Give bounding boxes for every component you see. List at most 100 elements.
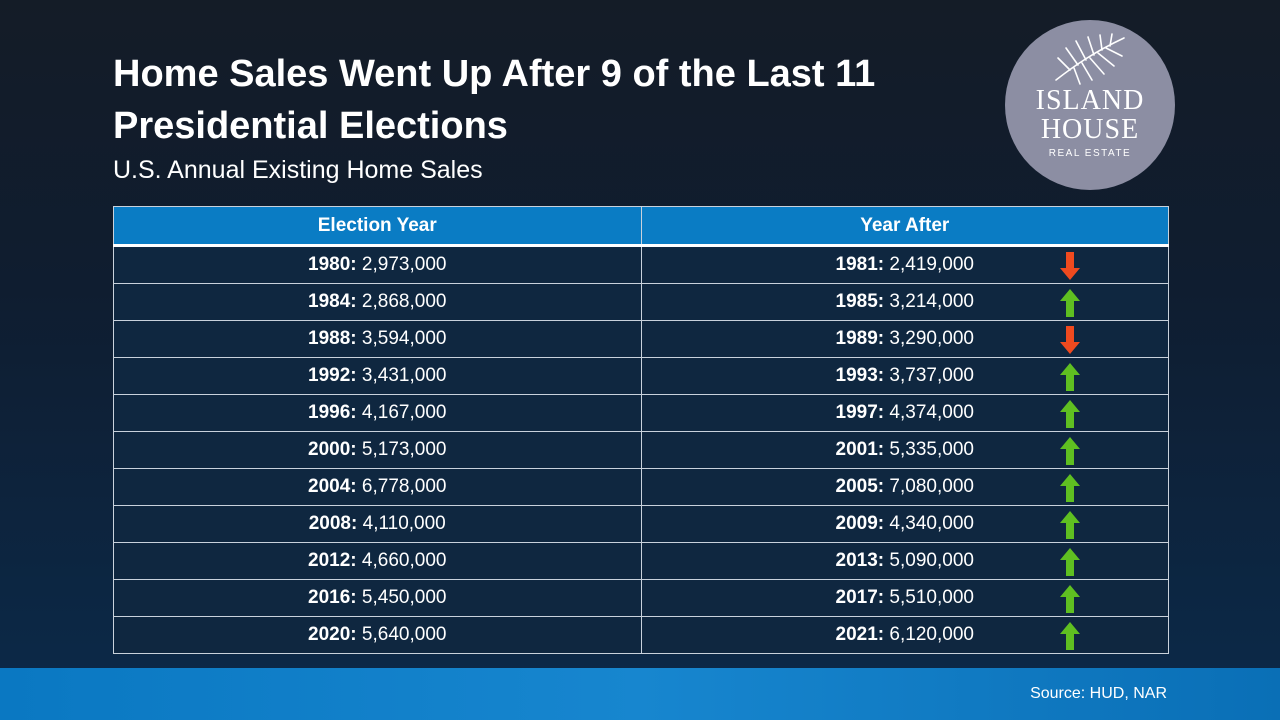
election-sales-value: 5,173,000 bbox=[361, 439, 447, 460]
arrow-down-icon bbox=[1059, 252, 1080, 280]
table-row: 2000: 5,173,000 2001: 5,335,000 bbox=[113, 431, 1169, 469]
after-year-label: 2005: bbox=[835, 476, 885, 497]
arrow-up-icon bbox=[1059, 511, 1080, 539]
table-header-row: Election Year Year After bbox=[113, 206, 1169, 247]
year-after-cell: 1985: 3,214,000 bbox=[640, 283, 1169, 321]
year-after-cell: 1997: 4,374,000 bbox=[640, 394, 1169, 432]
year-after-cell: 1993: 3,737,000 bbox=[640, 357, 1169, 395]
election-year-label: 1984: bbox=[308, 291, 357, 312]
after-sales-value: 4,340,000 bbox=[889, 513, 974, 534]
arrow-up-icon bbox=[1059, 622, 1080, 650]
after-sales-value: 5,335,000 bbox=[889, 439, 974, 460]
arrow-up-icon bbox=[1059, 437, 1080, 465]
after-sales-value: 3,214,000 bbox=[889, 291, 974, 312]
election-year-label: 2000: bbox=[308, 439, 357, 460]
table-row: 2020: 5,640,000 2021: 6,120,000 bbox=[113, 616, 1169, 654]
election-sales-value: 4,660,000 bbox=[361, 550, 447, 571]
table-row: 1984: 2,868,000 1985: 3,214,000 bbox=[113, 283, 1169, 321]
after-sales-value: 6,120,000 bbox=[889, 624, 974, 645]
election-year-cell: 2008: 4,110,000 bbox=[113, 505, 642, 543]
after-sales-value: 5,510,000 bbox=[889, 587, 974, 608]
year-after-cell: 2013: 5,090,000 bbox=[640, 542, 1169, 580]
after-sales-value: 4,374,000 bbox=[889, 402, 974, 423]
election-sales-value: 4,167,000 bbox=[361, 402, 447, 423]
after-year-label: 2013: bbox=[835, 550, 885, 571]
election-year-cell: 1992: 3,431,000 bbox=[113, 357, 642, 395]
election-sales-value: 2,868,000 bbox=[361, 291, 447, 312]
island-house-logo: ISLAND HOUSE REAL ESTATE bbox=[1005, 20, 1175, 190]
election-year-cell: 2016: 5,450,000 bbox=[113, 579, 642, 617]
election-year-cell: 2020: 5,640,000 bbox=[113, 616, 642, 654]
year-after-cell: 1981: 2,419,000 bbox=[640, 245, 1169, 284]
election-sales-value: 5,450,000 bbox=[361, 587, 447, 608]
table-row: 1988: 3,594,000 1989: 3,290,000 bbox=[113, 320, 1169, 358]
election-year-label: 2012: bbox=[308, 550, 357, 571]
year-after-cell: 1989: 3,290,000 bbox=[640, 320, 1169, 358]
arrow-up-icon bbox=[1059, 585, 1080, 613]
election-year-label: 2008: bbox=[308, 513, 358, 534]
arrow-up-icon bbox=[1059, 400, 1080, 428]
table-row: 2004: 6,778,000 2005: 7,080,000 bbox=[113, 468, 1169, 506]
table-row: 2008: 4,110,000 2009: 4,340,000 bbox=[113, 505, 1169, 543]
arrow-up-icon bbox=[1059, 474, 1080, 502]
after-year-label: 2017: bbox=[835, 587, 885, 608]
after-year-label: 1997: bbox=[835, 402, 885, 423]
table-row: 2012: 4,660,000 2013: 5,090,000 bbox=[113, 542, 1169, 580]
logo-line-island: ISLAND bbox=[1035, 85, 1145, 116]
page-subtitle: U.S. Annual Existing Home Sales bbox=[113, 156, 483, 184]
election-year-label: 1980: bbox=[308, 254, 357, 275]
after-sales-value: 5,090,000 bbox=[889, 550, 974, 571]
election-year-cell: 2000: 5,173,000 bbox=[113, 431, 642, 469]
election-year-label: 2004: bbox=[308, 476, 357, 497]
election-year-label: 2016: bbox=[308, 587, 357, 608]
logo-line-house: HOUSE bbox=[1040, 114, 1140, 145]
election-sales-value: 2,973,000 bbox=[361, 254, 447, 275]
column-header-year-after: Year After bbox=[640, 206, 1169, 247]
election-year-cell: 1996: 4,167,000 bbox=[113, 394, 642, 432]
year-after-cell: 2005: 7,080,000 bbox=[640, 468, 1169, 506]
arrow-up-icon bbox=[1059, 289, 1080, 317]
arrow-down-icon bbox=[1059, 326, 1080, 354]
election-year-label: 1996: bbox=[308, 402, 357, 423]
election-sales-value: 6,778,000 bbox=[361, 476, 447, 497]
year-after-cell: 2021: 6,120,000 bbox=[640, 616, 1169, 654]
election-year-cell: 1988: 3,594,000 bbox=[113, 320, 642, 358]
election-sales-value: 3,431,000 bbox=[361, 365, 447, 386]
home-sales-table: Election Year Year After 1980: 2,973,000… bbox=[113, 206, 1169, 654]
table-row: 1996: 4,167,000 1997: 4,374,000 bbox=[113, 394, 1169, 432]
year-after-cell: 2009: 4,340,000 bbox=[640, 505, 1169, 543]
election-year-cell: 1980: 2,973,000 bbox=[113, 245, 642, 284]
table-row: 1992: 3,431,000 1993: 3,737,000 bbox=[113, 357, 1169, 395]
year-after-cell: 2001: 5,335,000 bbox=[640, 431, 1169, 469]
election-year-label: 1988: bbox=[308, 328, 357, 349]
after-sales-value: 3,290,000 bbox=[889, 328, 974, 349]
after-year-label: 1981: bbox=[835, 254, 885, 275]
year-after-cell: 2017: 5,510,000 bbox=[640, 579, 1169, 617]
column-header-election-year: Election Year bbox=[113, 206, 642, 247]
table-row: 2016: 5,450,000 2017: 5,510,000 bbox=[113, 579, 1169, 617]
arrow-up-icon bbox=[1059, 363, 1080, 391]
election-year-cell: 2012: 4,660,000 bbox=[113, 542, 642, 580]
arrow-up-icon bbox=[1059, 548, 1080, 576]
election-year-cell: 1984: 2,868,000 bbox=[113, 283, 642, 321]
logo-line-real-estate: REAL ESTATE bbox=[1048, 148, 1132, 159]
table-row: 1980: 2,973,000 1981: 2,419,000 bbox=[113, 245, 1169, 284]
source-note: Source: HUD, NAR bbox=[1030, 685, 1167, 702]
after-year-label: 2009: bbox=[835, 513, 885, 534]
election-sales-value: 3,594,000 bbox=[361, 328, 447, 349]
after-sales-value: 3,737,000 bbox=[889, 365, 974, 386]
page-title: Home Sales Went Up After 9 of the Last 1… bbox=[113, 53, 876, 147]
election-sales-value: 4,110,000 bbox=[362, 513, 446, 534]
after-year-label: 1989: bbox=[835, 328, 885, 349]
footer-bar: Source: HUD, NAR bbox=[0, 668, 1280, 720]
election-year-cell: 2004: 6,778,000 bbox=[113, 468, 642, 506]
palm-leaf-icon bbox=[1055, 33, 1125, 85]
election-sales-value: 5,640,000 bbox=[361, 624, 447, 645]
after-sales-value: 2,419,000 bbox=[889, 254, 974, 275]
table-body: 1980: 2,973,000 1981: 2,419,000 1984: 2,86… bbox=[113, 245, 1169, 654]
election-year-label: 1992: bbox=[308, 365, 357, 386]
after-year-label: 2021: bbox=[835, 624, 885, 645]
after-year-label: 1993: bbox=[835, 365, 885, 386]
election-year-label: 2020: bbox=[308, 624, 357, 645]
after-year-label: 1985: bbox=[835, 291, 885, 312]
